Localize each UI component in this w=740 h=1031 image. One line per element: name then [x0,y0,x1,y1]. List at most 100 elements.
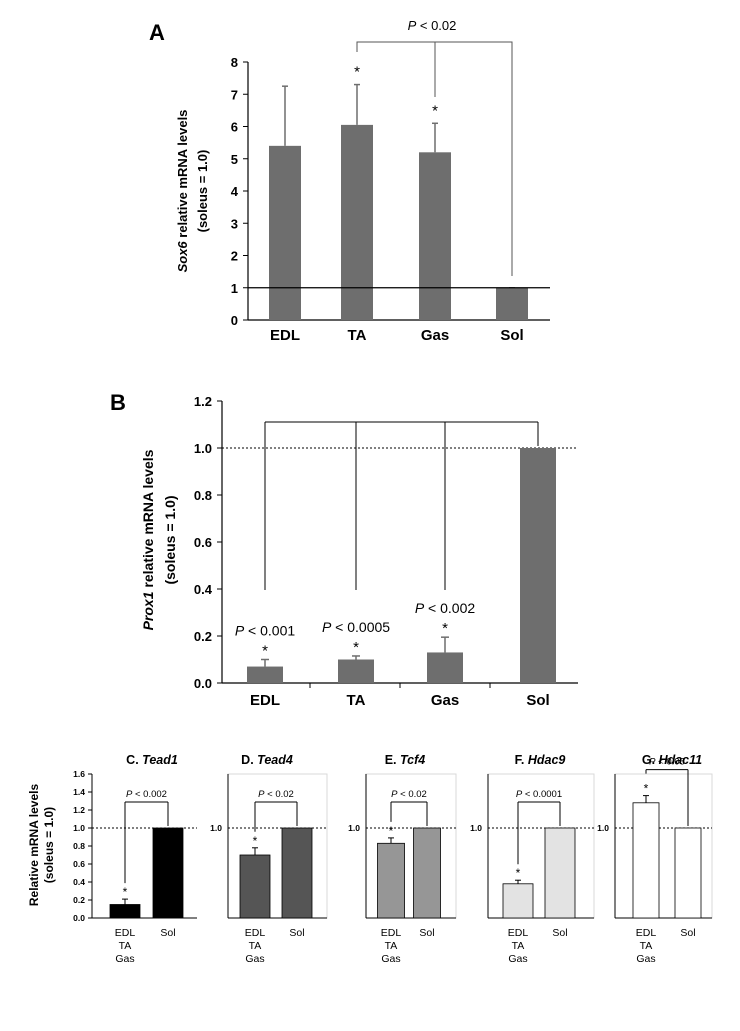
y-tick-label: 6 [231,120,238,135]
y-tick-label: 1.0 [210,823,222,833]
significance-star: * [389,824,394,838]
p-value-label: P < 0.0001 [516,789,562,800]
y-tick-label: 0 [231,313,238,328]
y-axis-label-line2: (soleus = 1.0) [162,495,178,584]
bar [269,145,301,320]
significance-star: * [644,782,649,796]
y-tick-label: 0.8 [194,488,212,503]
panel-title: C. Tead1 [126,753,178,767]
p-value-label: P < 0.001 [235,623,296,639]
x-tick-label: Sol [160,927,175,939]
x-tick-label: Sol [500,327,523,344]
significance-star: * [353,639,359,656]
significance-star: * [253,834,258,848]
y-tick-label: 0.0 [73,913,85,923]
y-axis-label: Sox6 relative mRNA levels [175,110,190,273]
shared-y-axis-label: Relative mRNA levels [27,784,41,907]
x-tick-label: EDL [508,927,529,939]
p-value-label: P < 0.05 [649,757,685,768]
x-tick-label: EDL [270,327,300,344]
bar [239,854,271,919]
x-tick-label: EDL [636,927,657,939]
x-tick-label: EDL [250,692,280,709]
x-tick-label: TA [119,940,132,952]
x-tick-label: Sol [419,927,434,939]
y-tick-label: 1.0 [597,823,609,833]
y-tick-label: 1.6 [73,769,85,779]
y-tick-label: 1.2 [73,805,85,815]
y-tick-label: 4 [231,184,239,199]
y-tick-label: 0.0 [194,676,212,691]
y-tick-label: 2 [231,249,238,264]
x-tick-label: Gas [431,692,459,709]
y-axis-label: Prox1 relative mRNA levels [140,449,156,630]
panel-a: A 0 1 2 3 4 5 6 7 8 EDL * TA * Gas Sol P < 0.02 Sox6 rela… [149,18,550,344]
y-tick-label: 0.2 [194,629,212,644]
y-tick-label: 0.2 [73,895,85,905]
y-tick-label: 1.0 [194,441,212,456]
x-tick-label: Sol [552,927,567,939]
x-tick-label: Sol [526,692,549,709]
bar [341,124,373,320]
bar [109,904,141,919]
bar [377,842,405,919]
p-value-label: P < 0.002 [415,600,476,616]
x-tick-label: TA [348,327,367,344]
y-tick-label: 1.2 [194,394,212,409]
y-tick-label: 1.0 [73,823,85,833]
x-tick-label: Gas [115,953,134,965]
bar [338,659,374,683]
y-tick-label: 0.4 [194,582,213,597]
panel-title: D. Tead4 [241,753,293,767]
x-tick-label: Gas [421,327,449,344]
y-tick-label: 7 [231,87,238,102]
significance-star: * [123,885,128,899]
bar [247,666,283,683]
significance-star: * [432,102,438,119]
significance-star: * [516,866,521,880]
y-axis-label-line2: (soleus = 1.0) [195,150,210,233]
bar [544,827,576,919]
x-tick-label: EDL [381,927,402,939]
y-tick-label: 8 [231,55,238,70]
panel-b: B 0.0 0.2 0.4 0.6 0.8 1.0 1.2 * P < 0.001 EDL * P < … [110,390,578,709]
x-tick-label: Sol [289,927,304,939]
shared-y-axis-label-line2: (soleus = 1.0) [42,807,56,883]
bar [413,827,441,919]
bar [152,827,184,919]
x-tick-label: Gas [636,953,655,965]
y-tick-label: 1.0 [470,823,482,833]
x-tick-label: Sol [680,927,695,939]
x-tick-label: EDL [245,927,266,939]
bar [419,152,451,320]
y-tick-label: 3 [231,216,238,231]
y-tick-label: 0.8 [73,841,85,851]
y-tick-label: 0.6 [73,859,85,869]
y-tick-label: 1 [231,281,238,296]
y-tick-label: 0.6 [194,535,212,550]
panel-title: G. Hdac11 [642,753,702,767]
p-value-label: P < 0.02 [408,18,457,33]
panel-label: B [110,390,126,415]
bar [427,652,463,683]
significance-star: * [442,620,448,637]
p-value-label: P < 0.02 [391,789,427,800]
x-tick-label: TA [640,940,653,952]
p-value-label: P < 0.0005 [322,619,390,635]
bar [520,448,556,683]
bar [281,827,313,919]
significance-star: * [354,64,360,81]
x-tick-label: TA [512,940,525,952]
x-tick-label: TA [347,692,366,709]
x-tick-label: TA [385,940,398,952]
x-tick-label: Gas [508,953,527,965]
panel-title: E. Tcf4 [385,753,426,767]
x-tick-label: EDL [115,927,136,939]
significance-star: * [262,643,268,660]
y-tick-label: 0.4 [73,877,85,887]
